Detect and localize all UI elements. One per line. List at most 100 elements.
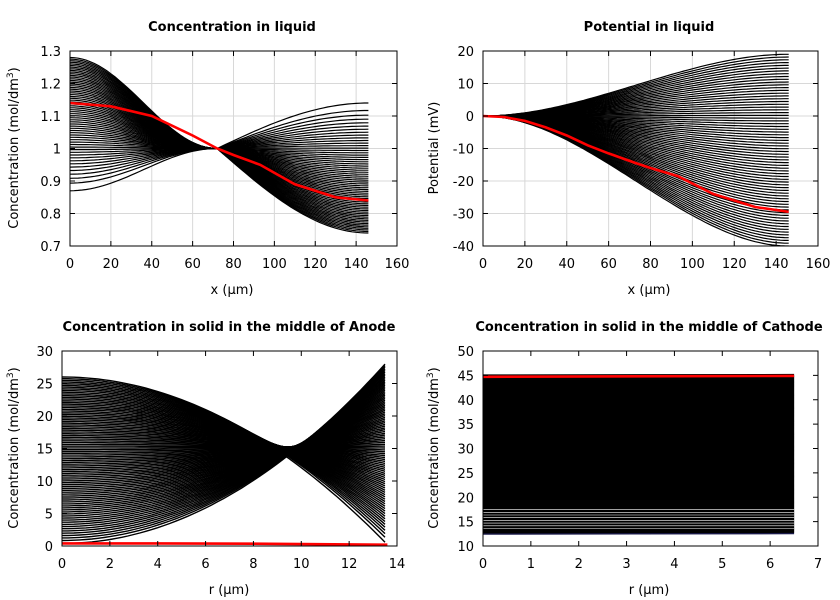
series-line (62, 403, 386, 498)
y-tick-label: 30 (457, 443, 474, 458)
y-axis-label-main: Potential (mV) (427, 102, 442, 195)
x-axis-label: r (µm) (629, 583, 670, 598)
y-tick-label: 0 (45, 540, 53, 555)
x-tick-label: 140 (344, 257, 369, 272)
y-axis-label: Concentration (mol/dm3) (426, 367, 442, 529)
y-tick-label: 25 (457, 467, 474, 482)
series-line (62, 434, 386, 461)
y-tick-label: -40 (453, 240, 474, 255)
series-line (62, 433, 386, 463)
x-tick-label: 40 (143, 257, 160, 272)
x-tick-label: 40 (558, 257, 575, 272)
x-tick-label: 80 (642, 257, 659, 272)
highlight-series-line (483, 374, 795, 379)
highlight-series-line (483, 114, 789, 214)
series-line (62, 443, 386, 451)
y-tick-label: 1.3 (40, 45, 61, 60)
y-tick-label: 10 (457, 78, 474, 93)
series-line (62, 440, 386, 455)
chart-title: Concentration in solid in the middle of … (475, 320, 823, 335)
y-axis-label-superscript: 3 (6, 72, 16, 78)
x-tick-label: 60 (184, 257, 201, 272)
y-tick-label: 35 (457, 418, 474, 433)
y-tick-label: 0.7 (40, 240, 61, 255)
y-tick-label: -30 (453, 208, 474, 223)
y-tick-label: 40 (457, 394, 474, 409)
y-tick-label: 1.2 (40, 78, 61, 93)
x-tick-label: 20 (103, 257, 120, 272)
y-axis-label: Concentration (mol/dm3) (6, 367, 22, 529)
chart-4: 0 1 2 3 4 5 6 7101520253035404550Concentration … (426, 320, 823, 598)
x-tick-label: 10 (293, 557, 310, 572)
series-line (483, 53, 789, 117)
y-axis-label: Concentration (mol/dm3) (6, 67, 22, 229)
y-tick-label: 1.1 (40, 110, 61, 125)
x-tick-label: 60 (600, 257, 617, 272)
y-tick-label: 5 (45, 508, 53, 523)
x-tick-label: 20 (517, 257, 534, 272)
x-tick-label: 0 (479, 257, 487, 272)
series-line (62, 427, 386, 468)
series-line (62, 431, 386, 465)
x-tick-label: 140 (764, 257, 789, 272)
series-line (62, 419, 386, 479)
chart-3: 0 2 4 6 8 10 12 14 0 5 10 15 20 25 30 Concentration in … (6, 320, 405, 598)
y-tick-label: 15 (36, 443, 53, 458)
x-tick-label: 2 (106, 557, 114, 572)
chart-title: Concentration in solid in the middle of … (63, 320, 396, 335)
x-tick-label: 0 (58, 557, 66, 572)
x-tick-label: 2 (575, 557, 583, 572)
x-tick-label: 80 (225, 257, 242, 272)
series-line (62, 426, 386, 470)
series-line (62, 424, 386, 472)
x-tick-label: 6 (201, 557, 209, 572)
y-axis-label-main: Concentration (mol/dm (7, 78, 22, 229)
series-line (62, 408, 386, 491)
x-tick-label: 14 (389, 557, 406, 572)
y-axis-label-tail: ) (7, 367, 22, 372)
series-line (62, 422, 386, 475)
x-tick-label: 0 (479, 557, 487, 572)
series-line (62, 438, 386, 456)
y-tick-label: 15 (457, 516, 474, 531)
series-family (483, 373, 795, 535)
x-tick-label: 100 (262, 257, 287, 272)
series-line (62, 429, 386, 466)
y-tick-label: 10 (36, 475, 53, 490)
x-tick-label: 1 (527, 557, 535, 572)
y-axis-label-main: Concentration (mol/dm (7, 378, 22, 529)
x-axis-label: x (µm) (628, 283, 671, 298)
y-tick-label: 20 (457, 491, 474, 506)
x-tick-label: 3 (622, 557, 630, 572)
y-axis-label: Potential (mV) (427, 102, 442, 195)
series-line (62, 417, 386, 481)
y-tick-label: 45 (457, 369, 474, 384)
y-tick-label: 30 (36, 345, 53, 360)
chart-title: Potential in liquid (584, 20, 715, 35)
y-tick-label: -20 (453, 175, 474, 190)
y-tick-label: 1 (53, 143, 61, 158)
y-tick-label: 50 (457, 345, 474, 360)
series-line (62, 420, 386, 477)
x-axis-label: x (µm) (211, 283, 254, 298)
x-tick-label: 120 (722, 257, 747, 272)
highlight-series-line (70, 101, 369, 202)
y-tick-label: 20 (457, 45, 474, 60)
y-tick-label: 0.8 (40, 208, 61, 223)
y-axis-label-superscript: 3 (426, 372, 436, 378)
x-tick-label: 100 (680, 257, 705, 272)
series-line (62, 415, 386, 483)
series-line (62, 445, 386, 449)
y-axis-label-tail: ) (427, 367, 442, 372)
x-tick-label: 120 (303, 257, 328, 272)
x-tick-label: 4 (154, 557, 162, 572)
x-tick-label: 6 (766, 557, 774, 572)
y-tick-label: 10 (457, 540, 474, 555)
x-tick-label: 5 (718, 557, 726, 572)
x-axis-label: r (µm) (209, 583, 250, 598)
y-axis-label-superscript: 3 (6, 372, 16, 378)
y-tick-label: -10 (453, 143, 474, 158)
highlight-series-line (62, 542, 388, 546)
x-tick-label: 0 (66, 257, 74, 272)
